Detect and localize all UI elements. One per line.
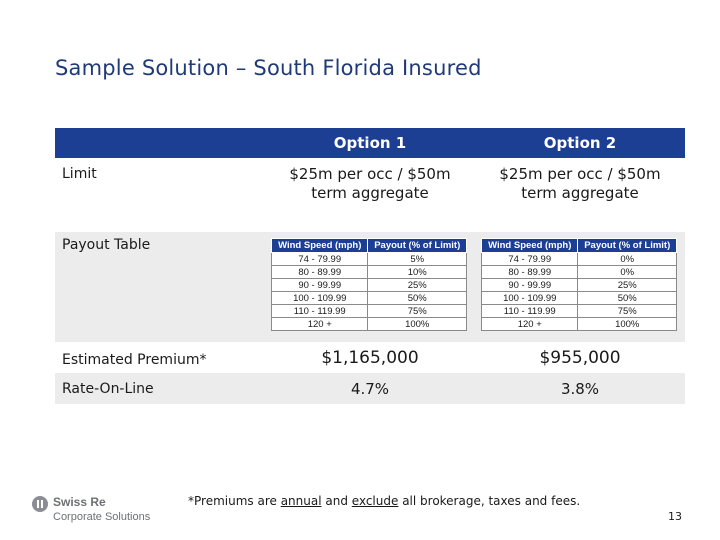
wind-speed-cell: 74 - 79.99 bbox=[270, 252, 369, 266]
limit-option1-line1: $25m per occ / $50m bbox=[289, 165, 451, 183]
payout-table-row: 74 - 79.99 5% bbox=[270, 252, 467, 266]
wind-speed-cell: 80 - 89.99 bbox=[270, 265, 369, 279]
payout-percent-cell: 0% bbox=[577, 265, 677, 279]
payout-table-row: 110 - 119.99 75% bbox=[480, 304, 677, 318]
footnote: *Premiums are annual and exclude all bro… bbox=[188, 494, 580, 508]
limit-option2-line2: term aggregate bbox=[521, 184, 639, 202]
payout-table-header-row: Wind Speed (mph) Payout (% of Limit) bbox=[270, 238, 467, 253]
premium-option1: $1,165,000 bbox=[321, 348, 419, 368]
wind-speed-cell: 100 - 109.99 bbox=[270, 291, 369, 305]
rate-on-line-option1: 4.7% bbox=[350, 380, 390, 398]
payout-percent-cell: 75% bbox=[577, 304, 677, 318]
limit-option2-line1: $25m per occ / $50m bbox=[499, 165, 661, 183]
wind-speed-cell: 90 - 99.99 bbox=[270, 278, 369, 292]
payout-percent-header: Payout (% of Limit) bbox=[577, 238, 677, 253]
wind-speed-cell: 120 + bbox=[270, 317, 369, 331]
rate-on-line-option2: 3.8% bbox=[560, 380, 600, 398]
wind-speed-cell: 110 - 119.99 bbox=[270, 304, 369, 318]
payout-percent-cell: 50% bbox=[577, 291, 677, 305]
payout-table-row: 120 +100% bbox=[270, 317, 467, 331]
table-header-bar: Option 1 Option 2 bbox=[55, 128, 685, 158]
limit-option1-line2: term aggregate bbox=[311, 184, 429, 202]
payout-percent-cell: 75% bbox=[367, 304, 467, 318]
payout-percent-cell: 100% bbox=[577, 317, 677, 331]
wind-speed-cell: 90 - 99.99 bbox=[480, 278, 579, 292]
payout-table-row: 80 - 89.99 0% bbox=[480, 265, 677, 279]
payout-table-header-row: Wind Speed (mph) Payout (% of Limit) bbox=[480, 238, 677, 253]
rate-on-line-label: Rate-On-Line bbox=[62, 381, 154, 397]
limit-option2: $25m per occ / $50m term aggregate bbox=[475, 165, 685, 203]
swiss-re-logo-icon bbox=[32, 496, 48, 512]
footnote-part1: *Premiums are bbox=[188, 494, 281, 508]
payout-table-row: 80 - 89.99 10% bbox=[270, 265, 467, 279]
payout-table-row: 100 - 109.99 50% bbox=[270, 291, 467, 305]
wind-speed-cell: 120 + bbox=[480, 317, 579, 331]
wind-speed-header: Wind Speed (mph) bbox=[270, 238, 369, 253]
logo-company-name: Swiss Re bbox=[53, 495, 106, 509]
payout-percent-cell: 25% bbox=[367, 278, 467, 292]
footnote-part3: all brokerage, taxes and fees. bbox=[398, 494, 581, 508]
wind-speed-cell: 100 - 109.99 bbox=[480, 291, 579, 305]
payout-table-row: 110 - 119.99 75% bbox=[270, 304, 467, 318]
limit-label: Limit bbox=[62, 166, 97, 182]
wind-speed-cell: 80 - 89.99 bbox=[480, 265, 579, 279]
payout-percent-cell: 50% bbox=[367, 291, 467, 305]
payout-percent-header: Payout (% of Limit) bbox=[367, 238, 467, 253]
premium-option2: $955,000 bbox=[539, 348, 621, 368]
payout-table-row: 90 - 99.99 25% bbox=[480, 278, 677, 292]
rate-on-line-row-background bbox=[55, 373, 685, 404]
payout-table-label: Payout Table bbox=[62, 237, 151, 253]
option2-header: Option 2 bbox=[543, 134, 617, 152]
payout-table-row: 100 - 109.99 50% bbox=[480, 291, 677, 305]
footnote-exclude: exclude bbox=[351, 494, 399, 508]
payout-table-option2: Wind Speed (mph) Payout (% of Limit) 74 … bbox=[480, 238, 677, 331]
limit-option1: $25m per occ / $50m term aggregate bbox=[265, 165, 475, 203]
payout-table-row: 74 - 79.99 0% bbox=[480, 252, 677, 266]
payout-percent-cell: 5% bbox=[367, 252, 467, 266]
payout-percent-cell: 25% bbox=[577, 278, 677, 292]
payout-table-option1: Wind Speed (mph) Payout (% of Limit) 74 … bbox=[270, 238, 467, 331]
page-title: Sample Solution – South Florida Insured bbox=[55, 56, 482, 80]
wind-speed-cell: 74 - 79.99 bbox=[480, 252, 579, 266]
page-number: 13 bbox=[668, 510, 682, 523]
payout-percent-cell: 10% bbox=[367, 265, 467, 279]
wind-speed-cell: 110 - 119.99 bbox=[480, 304, 579, 318]
footnote-part2: and bbox=[321, 494, 352, 508]
payout-table-row: 90 - 99.99 25% bbox=[270, 278, 467, 292]
payout-percent-cell: 100% bbox=[367, 317, 467, 331]
payout-percent-cell: 0% bbox=[577, 252, 677, 266]
payout-table-row: 120 +100% bbox=[480, 317, 677, 331]
wind-speed-header: Wind Speed (mph) bbox=[480, 238, 579, 253]
footnote-annual: annual bbox=[280, 494, 322, 508]
premium-label: Estimated Premium* bbox=[62, 352, 207, 368]
logo-subtitle: Corporate Solutions bbox=[53, 511, 151, 523]
option1-header: Option 1 bbox=[333, 134, 407, 152]
